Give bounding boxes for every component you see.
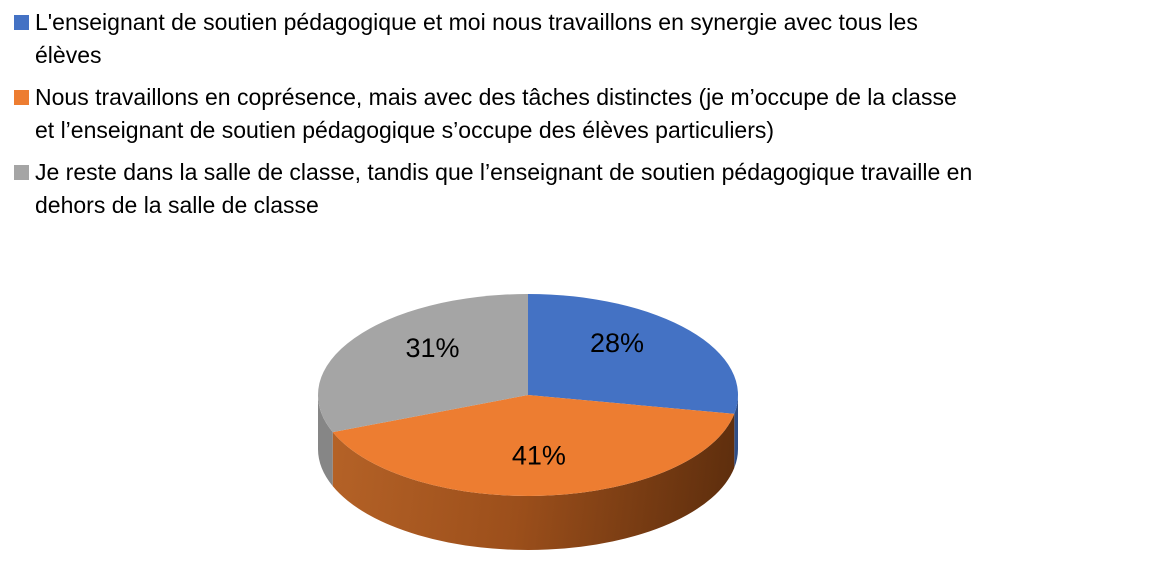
chart-legend: L'enseignant de soutien pédagogique et m… [14,6,1159,231]
pie-slice-top-2 [317,294,528,433]
pie-slice-side-0 [734,395,738,468]
legend-item-synergie: L'enseignant de soutien pédagogique et m… [14,6,1159,72]
pie-slice-label-1: 41% [512,441,566,471]
legend-item-copresence: Nous travaillons en coprésence, mais ave… [14,81,1159,147]
legend-item-salle: Je reste dans la salle de classe, tandis… [14,156,1159,222]
legend-label-line: élèves [35,42,102,68]
legend-label: L'enseignant de soutien pédagogique et m… [35,6,918,72]
legend-label: Nous travaillons en coprésence, mais ave… [35,81,957,147]
pie-slice-side-1 [332,413,735,550]
legend-label-line: L'enseignant de soutien pédagogique et m… [35,9,918,35]
pie-slice-top-1 [332,395,735,496]
pie-slice-label-0: 28% [590,328,644,358]
pie-slice-side-2 [318,395,333,487]
legend-label: Je reste dans la salle de classe, tandis… [35,156,972,222]
pie-slice-top-0 [528,294,739,414]
legend-label-line: Nous travaillons en coprésence, mais ave… [35,84,957,110]
legend-swatch-blue [14,15,29,30]
pie-slice-label-2: 31% [405,333,459,363]
legend-label-line: Je reste dans la salle de classe, tandis… [35,159,973,185]
legend-label-line: et l’enseignant de soutien pédagogique s… [35,117,775,143]
legend-swatch-orange [14,90,29,105]
legend-swatch-gray [14,165,29,180]
legend-label-line: dehors de la salle de classe [35,192,319,218]
